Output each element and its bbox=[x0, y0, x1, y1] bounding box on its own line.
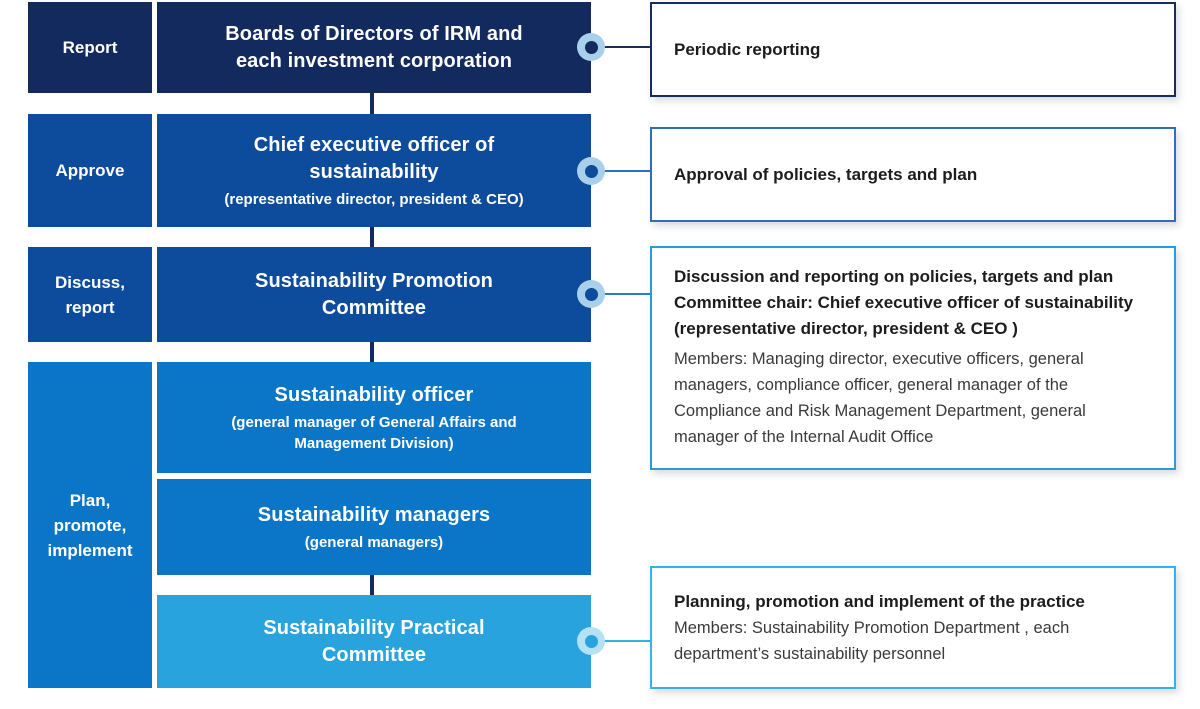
annotation-box-periodic-reporting: Periodic reporting bbox=[650, 2, 1176, 97]
annotation-box-planning: Planning, promotion and implement of the… bbox=[650, 566, 1176, 689]
action-label-text: promote, bbox=[53, 515, 127, 535]
annotation-bold-text: Periodic reporting bbox=[674, 39, 821, 59]
action-label-text: Report bbox=[62, 38, 118, 57]
connector-dot-core bbox=[584, 40, 598, 54]
org-box-title: Sustainability officer bbox=[274, 383, 474, 406]
annotation-body-text: Members: Managing director, executive of… bbox=[674, 350, 1084, 368]
org-box-promotion-committee: Sustainability Promotion Committee bbox=[157, 247, 591, 342]
connector-vertical-2 bbox=[370, 227, 374, 247]
annotation-bold-text: Approval of policies, targets and plan bbox=[674, 164, 978, 184]
action-label-text: Approve bbox=[55, 161, 125, 180]
org-box-subtitle: (representative director, president & CE… bbox=[224, 190, 524, 208]
action-label-text: Plan, bbox=[69, 490, 111, 510]
annotation-body-text: managers, compliance officer, general ma… bbox=[674, 376, 1069, 394]
annotation-body-text: department’s sustainability personnel bbox=[674, 644, 946, 663]
connector-dot-2 bbox=[577, 157, 605, 185]
connector-vertical-3 bbox=[370, 342, 374, 362]
org-box-title: each investment corporation bbox=[235, 49, 513, 72]
org-box-title: Sustainability Practical bbox=[263, 616, 485, 639]
org-box-title: Sustainability Promotion bbox=[255, 269, 493, 292]
org-box-sustainability-officer: Sustainability officer (general manager … bbox=[157, 362, 591, 473]
annotation-bold-text: Committee chair: Chief executive officer… bbox=[674, 293, 1134, 312]
connector-dot-3 bbox=[577, 280, 605, 308]
annotation-body-text: manager of the Internal Audit Office bbox=[674, 428, 934, 446]
org-box-subtitle: Management Division) bbox=[294, 434, 454, 452]
annotation-bold-text: (representative director, president & CE… bbox=[674, 319, 1018, 338]
connector-horizontal-4 bbox=[591, 640, 650, 642]
action-label-text: report bbox=[65, 297, 115, 317]
action-label-text: Discuss, bbox=[55, 272, 125, 292]
action-label-plan-promote-implement: Plan, promote, implement bbox=[28, 362, 152, 688]
org-box-sustainability-managers: Sustainability managers (general manager… bbox=[157, 479, 591, 575]
connector-horizontal-3 bbox=[591, 293, 650, 295]
annotation-box-approval: Approval of policies, targets and plan bbox=[650, 127, 1176, 222]
connector-dot-core bbox=[584, 634, 598, 648]
org-box-title: Committee bbox=[321, 643, 427, 666]
annotation-bold-text: Discussion and reporting on policies, ta… bbox=[674, 267, 1114, 286]
annotation-body-text: Members: Sustainability Promotion Depart… bbox=[674, 618, 1070, 637]
org-box-title: Boards of Directors of IRM and bbox=[225, 22, 523, 45]
connector-dot-1 bbox=[577, 33, 605, 61]
org-box-subtitle: (general managers) bbox=[304, 533, 444, 551]
org-box-title: Sustainability managers bbox=[257, 503, 491, 526]
org-box-title: Chief executive officer of bbox=[253, 133, 495, 156]
org-box-boards-of-directors: Boards of Directors of IRM and each inve… bbox=[157, 2, 591, 93]
annotation-bold-text: Planning, promotion and implement of the… bbox=[674, 591, 1085, 611]
annotation-box-discussion: Discussion and reporting on policies, ta… bbox=[650, 246, 1176, 470]
action-label-approve: Approve bbox=[28, 114, 152, 227]
connector-vertical-4 bbox=[370, 575, 374, 595]
org-box-title: sustainability bbox=[309, 160, 439, 183]
annotation-body-text: Compliance and Risk Management Departmen… bbox=[674, 402, 1086, 420]
connector-dot-core bbox=[584, 287, 598, 301]
action-label-report: Report bbox=[28, 2, 152, 93]
connector-horizontal-1 bbox=[591, 46, 650, 48]
org-box-practical-committee: Sustainability Practical Committee bbox=[157, 595, 591, 688]
connector-horizontal-2 bbox=[591, 170, 650, 172]
connector-dot-core bbox=[584, 164, 598, 178]
org-box-subtitle: (general manager of General Affairs and bbox=[231, 413, 517, 431]
org-box-chief-executive-officer: Chief executive officer of sustainabilit… bbox=[157, 114, 591, 227]
connector-vertical-1 bbox=[370, 93, 374, 114]
action-label-text: implement bbox=[47, 540, 133, 560]
org-box-title: Committee bbox=[321, 296, 427, 319]
connector-dot-4 bbox=[577, 627, 605, 655]
action-label-discuss-report: Discuss, report bbox=[28, 247, 152, 342]
